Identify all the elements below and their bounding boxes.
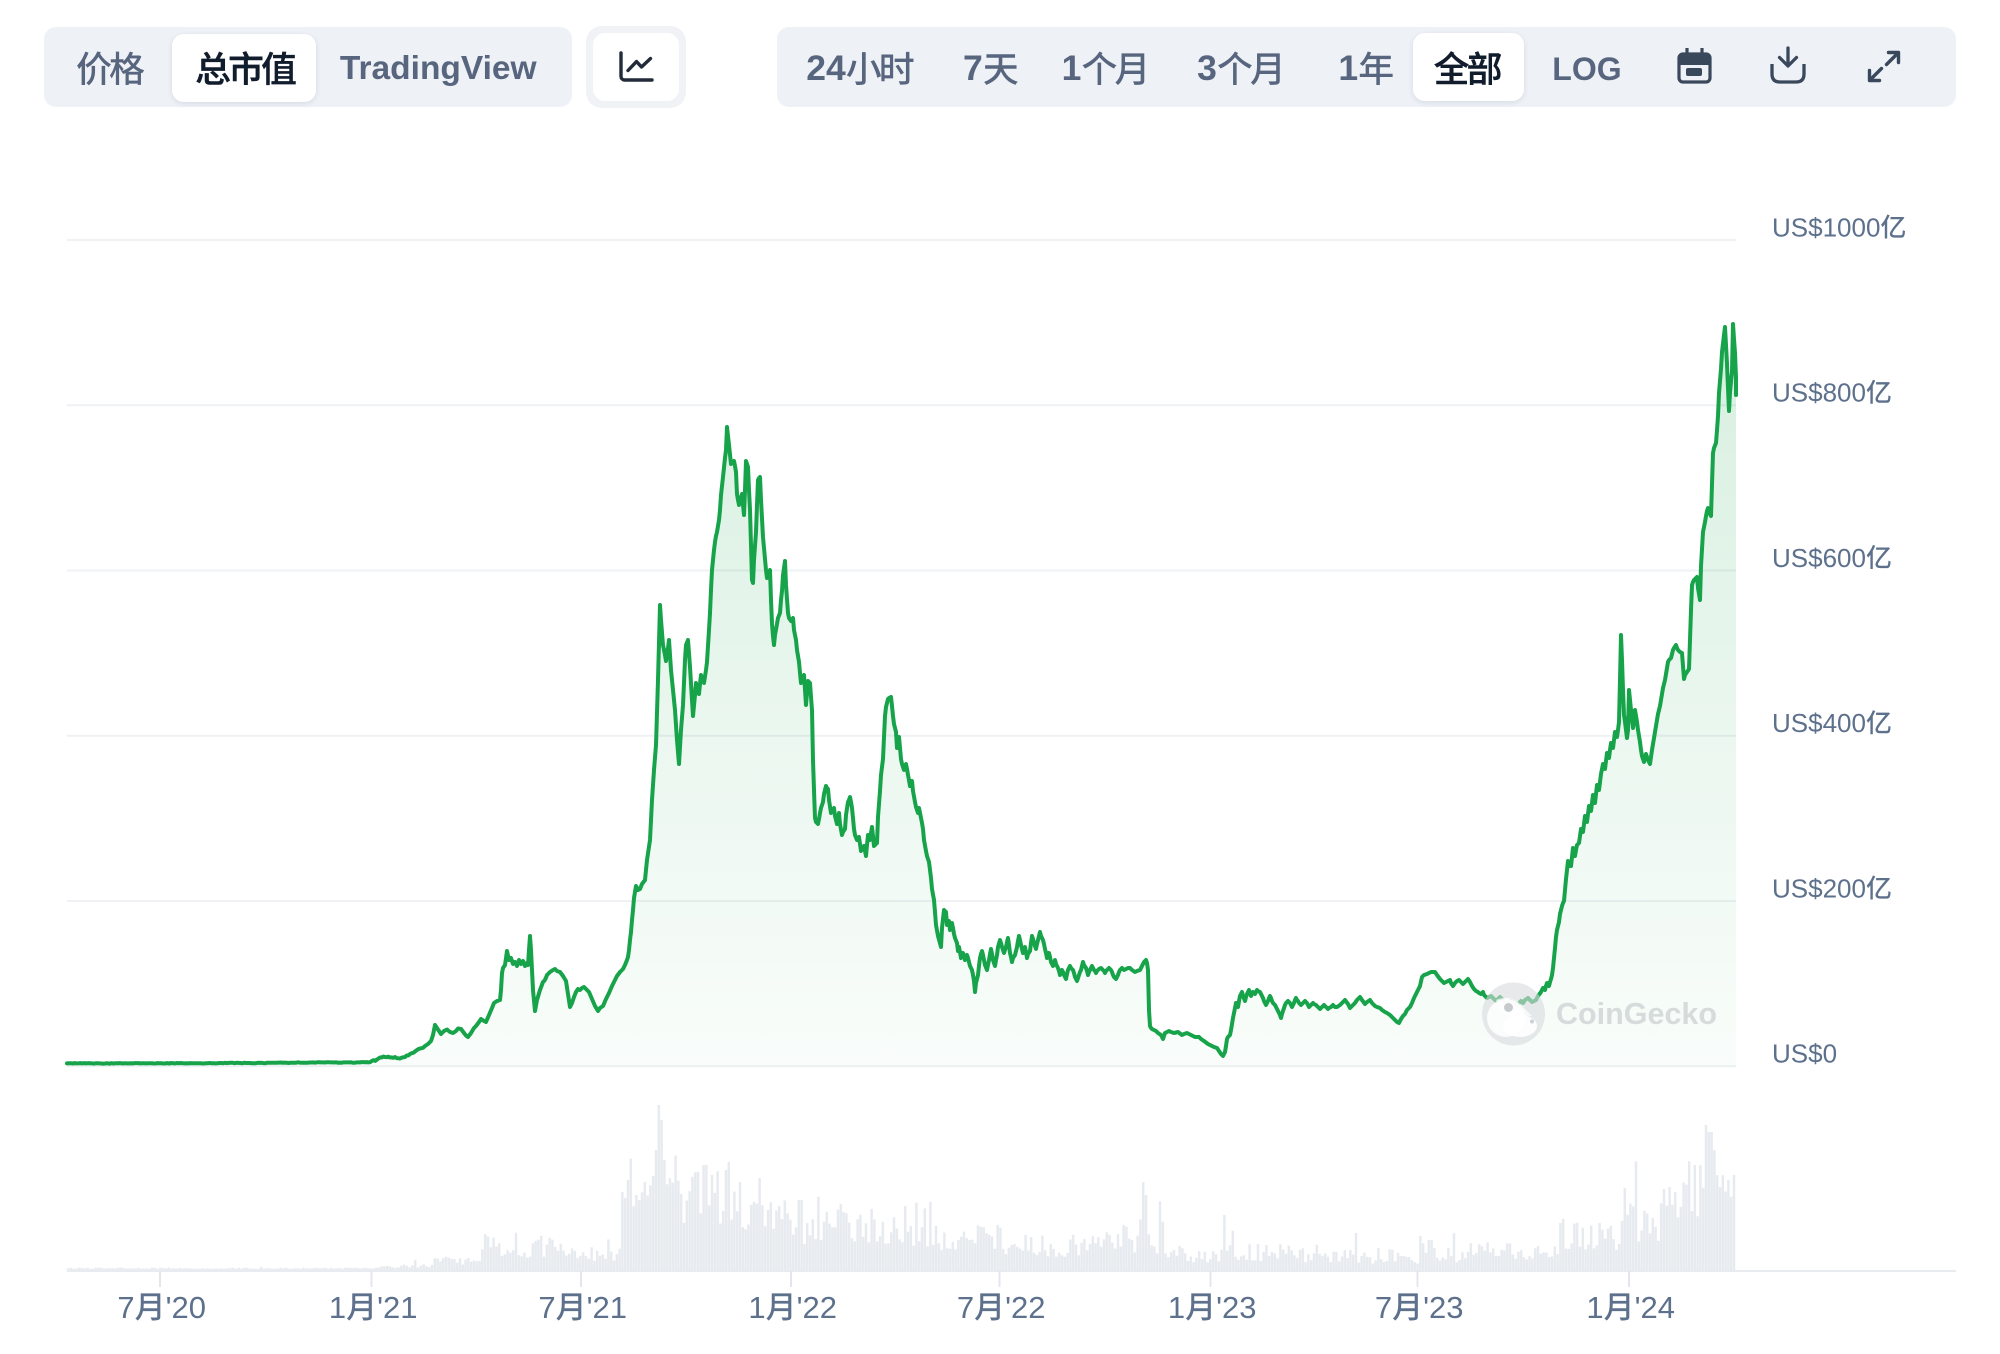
svg-text:TradingView: TradingView [340,50,538,87]
svg-text:1: 1 [1586,1290,1603,1325]
svg-text:'21: '21 [377,1290,417,1325]
svg-text:7: 7 [538,1290,555,1325]
svg-text:US$0: US$0 [1772,1039,1837,1069]
svg-text:7: 7 [957,1290,974,1325]
svg-text:US$600: US$600 [1772,543,1866,573]
svg-text:US$400: US$400 [1772,708,1866,738]
svg-text:3: 3 [1197,48,1217,88]
svg-text:7: 7 [1375,1290,1392,1325]
svg-text:'20: '20 [166,1290,206,1325]
svg-text:'23: '23 [1423,1290,1463,1325]
svg-text:1: 1 [1338,48,1358,88]
svg-text:US$800: US$800 [1772,378,1866,408]
svg-text:'23: '23 [1216,1290,1256,1325]
svg-text:7: 7 [963,48,983,88]
svg-text:'22: '22 [1005,1290,1045,1325]
svg-text:24: 24 [806,48,846,88]
svg-text:'22: '22 [797,1290,837,1325]
svg-text:CoinGecko: CoinGecko [1556,997,1717,1031]
svg-text:LOG: LOG [1552,51,1621,87]
svg-text:7: 7 [117,1290,134,1325]
svg-text:1: 1 [1168,1290,1185,1325]
svg-text:'24: '24 [1635,1290,1675,1325]
svg-text:US$200: US$200 [1772,873,1866,903]
svg-text:US$1000: US$1000 [1772,212,1880,242]
svg-text:1: 1 [1062,48,1082,88]
svg-text:1: 1 [748,1290,765,1325]
svg-text:'21: '21 [587,1290,627,1325]
svg-text:1: 1 [329,1290,346,1325]
